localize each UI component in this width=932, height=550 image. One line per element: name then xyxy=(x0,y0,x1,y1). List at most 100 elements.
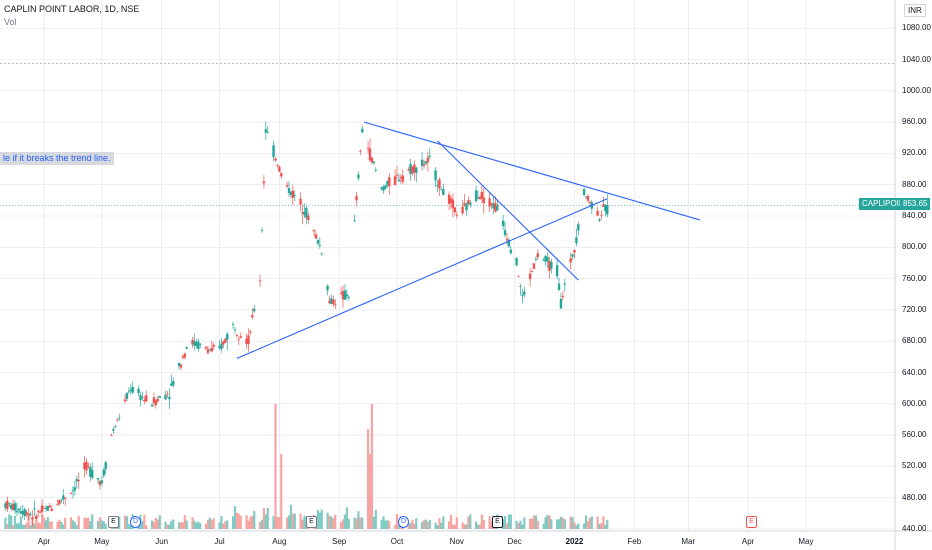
candle-body xyxy=(197,341,200,349)
candle-body xyxy=(19,511,23,514)
volume-bar xyxy=(21,524,24,529)
candle-body xyxy=(293,195,296,196)
volume-bar xyxy=(407,523,410,529)
candle-body xyxy=(573,250,576,253)
candle-body xyxy=(577,224,580,231)
volume-bar xyxy=(343,514,347,529)
candle-body xyxy=(521,295,524,296)
volume-bar xyxy=(253,510,256,529)
candle-body xyxy=(114,426,117,428)
volume-bar xyxy=(224,521,227,529)
volume-bar xyxy=(467,516,470,529)
volume-bar xyxy=(586,521,590,529)
candle-body xyxy=(600,214,603,216)
candle-body xyxy=(233,329,237,331)
volume-bar xyxy=(69,517,73,529)
earnings-event-icon[interactable]: E xyxy=(492,516,503,528)
volume-bar xyxy=(455,517,458,529)
candle-body xyxy=(501,220,505,227)
candle-body xyxy=(492,203,495,209)
candle-body xyxy=(8,503,11,505)
volume-bar xyxy=(548,515,551,529)
volume-bar xyxy=(218,522,221,529)
volume-bar xyxy=(181,522,184,529)
volume-bar xyxy=(285,517,289,529)
volume-bar xyxy=(104,523,107,529)
volume-bar xyxy=(422,520,426,529)
volume-bar xyxy=(588,517,592,529)
volume-bar xyxy=(573,522,576,529)
volume-bar xyxy=(530,518,534,529)
candle-body xyxy=(253,308,256,312)
volume-bar xyxy=(577,523,580,529)
volume-bar xyxy=(606,520,609,529)
volume-bar xyxy=(287,515,291,529)
volume-bar xyxy=(166,524,169,529)
x-tick-label: Nov xyxy=(449,537,464,546)
volume-bar xyxy=(262,508,266,529)
candle-body xyxy=(463,203,466,206)
volume-bar xyxy=(600,523,603,529)
candle-body xyxy=(372,161,376,164)
volume-bar xyxy=(33,523,36,529)
dividend-event-icon[interactable]: D xyxy=(130,516,141,528)
volume-bar xyxy=(152,521,156,529)
candle-body xyxy=(395,174,399,176)
text-note[interactable]: le if it breaks the trend line. xyxy=(0,152,114,165)
candle-body xyxy=(89,467,92,477)
candle-body xyxy=(102,469,105,476)
candle-body xyxy=(96,477,100,480)
candle-body xyxy=(397,179,401,182)
y-tick-label: 720.00 xyxy=(902,304,927,314)
volume-bar xyxy=(415,518,418,529)
x-tick-label: Apr xyxy=(741,537,755,546)
volume-bar xyxy=(249,516,252,529)
candle-body xyxy=(305,207,308,218)
candle-body xyxy=(168,396,171,400)
candle-body xyxy=(312,229,316,232)
candle-body xyxy=(478,197,482,200)
volume-bar xyxy=(183,515,186,529)
volume-bar xyxy=(272,516,275,529)
candle-body xyxy=(31,517,34,519)
volume-bar xyxy=(559,516,563,529)
volume-bar xyxy=(544,517,547,529)
candle-body xyxy=(145,395,148,402)
volume-bar xyxy=(345,507,348,529)
x-tick-label: Jul xyxy=(214,537,225,546)
volume-bar xyxy=(25,522,28,529)
volume-bar xyxy=(449,514,453,529)
candle-body xyxy=(27,513,30,516)
volume-bar xyxy=(154,517,157,529)
candle-body xyxy=(515,258,518,266)
candle-body xyxy=(426,157,430,163)
volume-bar xyxy=(191,517,194,529)
x-tick-label: Dec xyxy=(507,537,522,546)
candle-body xyxy=(393,176,397,186)
x-tick-label: Apr xyxy=(37,537,51,546)
y-tick-label: 760.00 xyxy=(902,273,927,283)
candle-body xyxy=(170,383,173,386)
earnings-event-icon[interactable]: E xyxy=(108,516,119,528)
volume-bar xyxy=(4,517,7,529)
last-price-tag: 853.65 xyxy=(900,198,931,210)
volume-bar xyxy=(247,520,250,529)
candle-body xyxy=(382,186,385,191)
candle-body xyxy=(411,167,414,174)
future-earnings-event-icon[interactable]: E xyxy=(746,516,757,528)
earnings-event-icon[interactable]: E xyxy=(306,516,317,528)
candle-body xyxy=(534,258,538,260)
candle-body xyxy=(509,249,513,254)
x-tick-label: Sep xyxy=(332,537,347,546)
candle-body xyxy=(4,503,7,508)
candle-body xyxy=(571,254,574,257)
candle-body xyxy=(326,285,329,291)
candle-body xyxy=(409,163,412,174)
candle-body xyxy=(112,429,115,431)
volume-bar xyxy=(517,523,520,529)
candle-body xyxy=(517,275,520,277)
candle-body xyxy=(314,234,318,239)
volume-bar xyxy=(357,511,360,529)
dividend-event-icon[interactable]: D xyxy=(398,516,409,528)
